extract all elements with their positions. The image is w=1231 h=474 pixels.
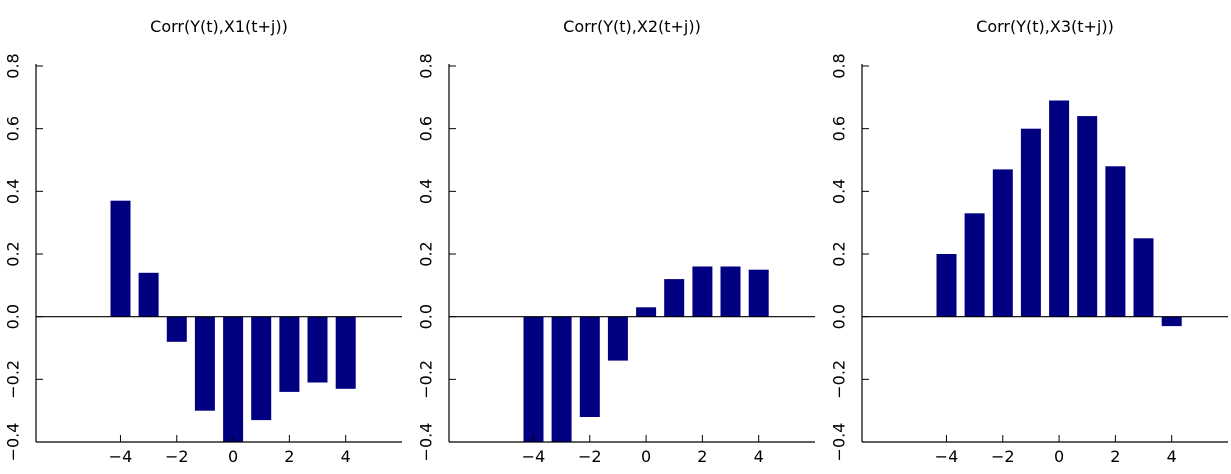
y-tick-label: −0.2	[830, 360, 849, 399]
bar-j2	[1105, 166, 1126, 317]
bar-j0	[1049, 100, 1070, 317]
bar-j-2	[579, 316, 600, 417]
bar-j-4	[110, 200, 131, 317]
bar-j-3	[551, 316, 572, 442]
chart-title: Corr(Y(t),X3(t+j))	[976, 17, 1114, 36]
x-tick-label: 0	[228, 447, 238, 466]
x-tick-label: −2	[578, 447, 602, 466]
bar-j-1	[194, 316, 215, 411]
x-tick-label: 0	[641, 447, 651, 466]
bar-j-4	[523, 316, 544, 442]
bar-j0	[636, 307, 657, 317]
bar-j-3	[138, 272, 159, 317]
x-tick-label: 0	[1054, 447, 1064, 466]
bar-j1	[251, 316, 272, 421]
bar-j3	[1133, 238, 1154, 317]
x-tick-label: −4	[522, 447, 546, 466]
y-tick-label: 0.2	[417, 241, 436, 266]
bar-j-3	[964, 213, 985, 317]
y-tick-label: 0.6	[4, 116, 23, 141]
bar-j0	[223, 316, 244, 442]
x-tick-label: 2	[1110, 447, 1120, 466]
y-tick-label: 0.8	[830, 53, 849, 78]
y-tick-label: 0.0	[417, 304, 436, 329]
y-tick-label: 0.6	[830, 116, 849, 141]
chart-title: Corr(Y(t),X1(t+j))	[150, 17, 288, 36]
chart-panel-3: Corr(Y(t),X3(t+j)) −0.4 −0.2 0.0 0.2 0.4 0.6 0.…	[830, 17, 1228, 466]
x-tick-label: −4	[109, 447, 133, 466]
y-tick-label: −0.2	[4, 360, 23, 399]
bar-j-1	[1020, 128, 1041, 317]
y-tick-label: 0.4	[417, 179, 436, 204]
bar-j-1	[607, 316, 628, 361]
bar-j4	[1161, 316, 1182, 327]
bar-j3	[307, 316, 328, 383]
bar-j4	[335, 316, 356, 389]
bar-j2	[692, 266, 713, 317]
x-tick-label: 2	[284, 447, 294, 466]
y-tick-label: 0.8	[417, 53, 436, 78]
x-tick-label: 2	[697, 447, 707, 466]
x-tick-label: 4	[754, 447, 764, 466]
x-tick-label: 4	[1167, 447, 1177, 466]
y-tick-label: 0.8	[4, 53, 23, 78]
y-tick-label: 0.0	[4, 304, 23, 329]
chart-panel-2: Corr(Y(t),X2(t+j)) −0.4 −0.2 0.0 0.2 0.4 0.6 0.…	[417, 17, 815, 466]
x-tick-label: −2	[165, 447, 189, 466]
y-tick-label: 0.2	[830, 241, 849, 266]
bar-j-4	[936, 254, 957, 317]
y-tick-label: 0.6	[417, 116, 436, 141]
bar-j-2	[166, 316, 187, 342]
bar-j1	[1077, 116, 1098, 317]
y-tick-label: −0.4	[4, 423, 23, 462]
y-tick-label: 0.0	[830, 304, 849, 329]
y-tick-label: 0.4	[4, 179, 23, 204]
y-tick-label: 0.4	[830, 179, 849, 204]
x-tick-label: −4	[935, 447, 959, 466]
bar-j2	[279, 316, 300, 392]
y-tick-label: −0.4	[417, 423, 436, 462]
y-tick-label: −0.4	[830, 423, 849, 462]
chart-panel-1: Corr(Y(t),X1(t+j)) −0.4 −0.2 0.0 0.2 0.4 0.6 0.…	[4, 17, 402, 466]
bar-j4	[748, 269, 769, 317]
y-tick-label: −0.2	[417, 360, 436, 399]
bar-j-2	[992, 169, 1013, 317]
x-tick-label: −2	[991, 447, 1015, 466]
y-tick-label: 0.2	[4, 241, 23, 266]
x-tick-label: 4	[341, 447, 351, 466]
bar-j3	[720, 266, 741, 317]
bar-j1	[664, 279, 685, 317]
chart-title: Corr(Y(t),X2(t+j))	[563, 17, 701, 36]
